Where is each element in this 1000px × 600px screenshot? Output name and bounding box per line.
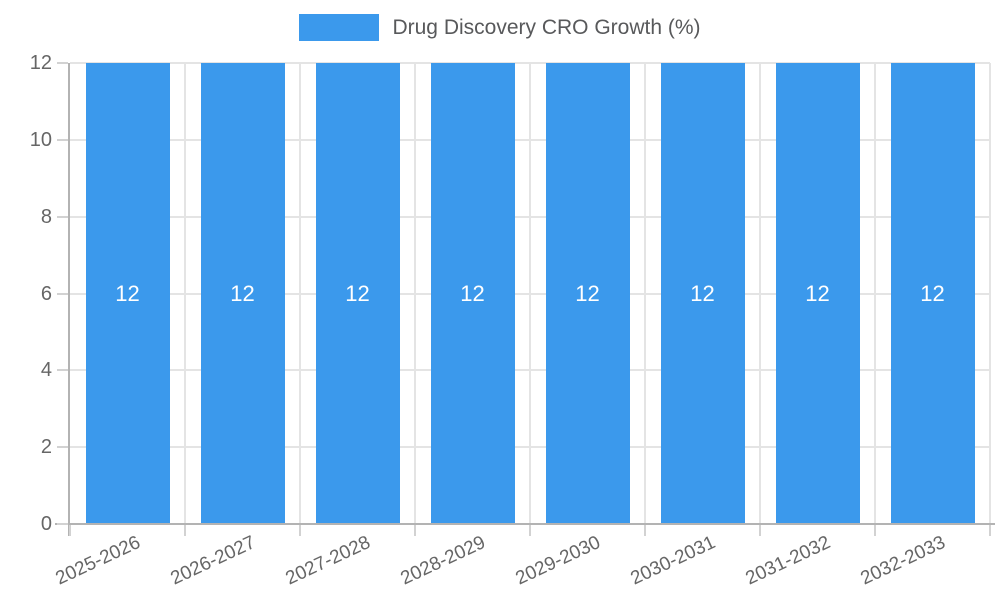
bar-2026-2027[interactable]: 12 <box>200 63 285 524</box>
bar-2028-2029[interactable]: 12 <box>430 63 515 524</box>
x-axis-tick <box>759 525 761 536</box>
legend-swatch-icon <box>299 14 380 41</box>
v-gridline <box>759 63 761 524</box>
y-axis-line <box>68 63 70 536</box>
x-tick-label: 2027-2028 <box>282 532 374 590</box>
v-gridline <box>414 63 416 524</box>
legend-label: Drug Discovery CRO Growth (%) <box>392 15 701 39</box>
y-tick-label: 0 <box>40 513 52 535</box>
y-axis-tick <box>57 293 68 295</box>
bar-value-label: 12 <box>805 281 830 306</box>
bar-2029-2030[interactable]: 12 <box>545 63 630 524</box>
bar-value-label: 12 <box>920 281 945 306</box>
x-tick-label: 2028-2029 <box>397 532 489 590</box>
x-axis-tick <box>644 525 646 536</box>
v-gridline <box>529 63 531 524</box>
legend[interactable]: Drug Discovery CRO Growth (%) <box>0 14 1000 41</box>
y-axis-tick <box>57 523 68 525</box>
y-axis-tick <box>57 369 68 371</box>
x-axis-tick <box>184 525 186 536</box>
y-axis-tick <box>57 216 68 218</box>
y-tick-label: 10 <box>29 129 52 151</box>
bar-2031-2032[interactable]: 12 <box>775 63 860 524</box>
y-axis-tick <box>57 139 68 141</box>
y-axis-tick <box>57 446 68 448</box>
bar-2030-2031[interactable]: 12 <box>660 63 745 524</box>
y-tick-label: 6 <box>40 283 52 305</box>
bar-value-label: 12 <box>575 281 600 306</box>
bar-2027-2028[interactable]: 12 <box>315 63 400 524</box>
x-axis-tick <box>874 525 876 536</box>
y-tick-label: 12 <box>29 52 52 74</box>
v-gridline <box>299 63 301 524</box>
x-axis-tick <box>529 525 531 536</box>
x-tick-label: 2031-2032 <box>742 532 834 590</box>
x-tick-label: 2026-2027 <box>167 532 259 590</box>
v-gridline <box>184 63 186 524</box>
x-axis-tick <box>414 525 416 536</box>
bar-value-label: 12 <box>115 281 140 306</box>
y-tick-label: 2 <box>40 436 52 458</box>
x-axis-line <box>55 523 995 525</box>
x-tick-label: 2032-2033 <box>857 532 949 590</box>
x-tick-label: 2029-2030 <box>512 532 604 590</box>
x-tick-label: 2025-2026 <box>52 532 144 590</box>
x-tick-label: 2030-2031 <box>627 532 719 590</box>
bar-value-label: 12 <box>345 281 370 306</box>
bar-value-label: 12 <box>460 281 485 306</box>
y-axis-tick <box>57 62 68 64</box>
bar-value-label: 12 <box>690 281 715 306</box>
v-gridline <box>644 63 646 524</box>
x-axis-tick <box>69 525 71 536</box>
bar-2025-2026[interactable]: 12 <box>85 63 170 524</box>
x-axis-tick <box>299 525 301 536</box>
x-axis-tick <box>989 525 991 536</box>
bar-2032-2033[interactable]: 12 <box>890 63 975 524</box>
bar-value-label: 12 <box>230 281 255 306</box>
y-tick-label: 8 <box>40 206 52 228</box>
v-gridline <box>874 63 876 524</box>
y-tick-label: 4 <box>40 359 52 381</box>
plot-area: 12 12 12 12 12 12 12 12 <box>70 62 991 524</box>
v-gridline <box>989 63 991 524</box>
